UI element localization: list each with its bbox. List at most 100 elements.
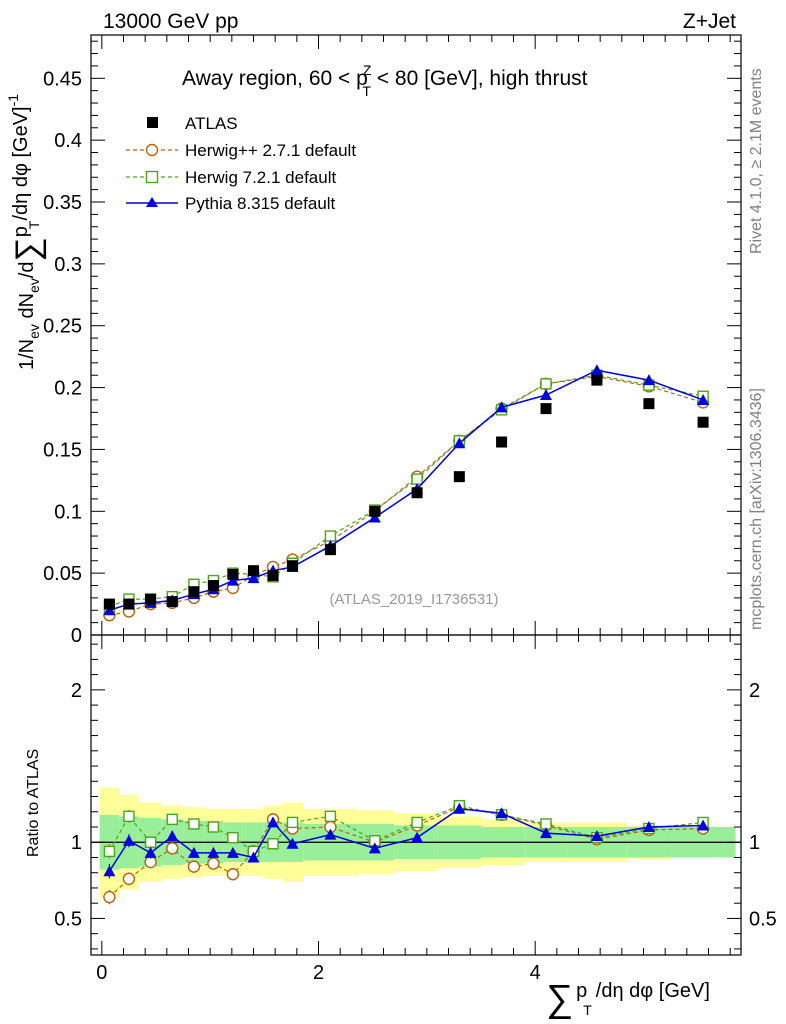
y-tick-label: 0.15 — [43, 439, 82, 461]
y-tick-label: 0.1 — [54, 501, 82, 523]
ratio-point-pythia — [324, 828, 337, 840]
xlabel-post: /dη dφ [GeV] — [596, 980, 710, 1002]
data-point-atlas — [227, 568, 239, 580]
xlabel-sum-symbol: ∑ — [546, 978, 573, 1020]
y-tick-label: 0.35 — [43, 192, 82, 214]
ratio-tick-label-right: 0.5 — [749, 908, 777, 930]
ylabel-part-b: dN — [16, 293, 38, 324]
y-tick-label: 0.25 — [43, 316, 82, 338]
data-point-atlas — [591, 374, 603, 386]
x-axis-title: ∑ p T/dη dφ [GeV] — [546, 978, 710, 1020]
ratio-point-herwigpp — [187, 860, 201, 873]
y-tick-label: 0.45 — [43, 68, 82, 90]
legend-marker-herwigpp — [145, 143, 159, 157]
legend-label-atlas: ATLAS — [185, 114, 238, 133]
y-tick-label: 0.4 — [54, 130, 82, 152]
ratio-point-pythia — [166, 830, 179, 842]
xlabel-p: p — [576, 980, 587, 1002]
data-point-atlas — [287, 560, 298, 572]
ratio-plot-frame — [90, 634, 742, 956]
ylabel-part-d-sub: T — [26, 220, 42, 229]
ylabel-part-a-sub: ev — [26, 324, 42, 339]
legend-label-herwig7: Herwig 7.2.1 default — [185, 168, 336, 187]
analysis-id: (ATLAS_2019_I1736531) — [329, 591, 498, 608]
data-point-pythia — [226, 574, 239, 586]
ratio-point-pythia — [368, 842, 381, 854]
ratio-point-herwig7 — [103, 845, 116, 858]
ratio-point-herwigpp — [207, 857, 220, 870]
ratio-tick-label-left: 1 — [71, 832, 82, 854]
ratio-point-pythia — [122, 834, 135, 846]
ratio-point-herwig7 — [411, 816, 423, 829]
ratio-point-pythia — [590, 830, 603, 842]
ratio-point-pythia — [286, 837, 299, 849]
data-point-atlas — [324, 544, 336, 556]
main-plot-data — [103, 364, 710, 622]
data-point-atlas — [248, 565, 259, 577]
ratio-point-pythia — [144, 846, 157, 858]
ratio-point-pythia — [642, 821, 655, 832]
x-tick-label: 4 — [530, 962, 541, 984]
y-tick-label: 0.05 — [43, 563, 82, 585]
legend-label-herwigpp: Herwig++ 2.7.1 default — [185, 141, 356, 160]
ratio-point-pythia — [207, 846, 220, 858]
ratio-point-pythia — [540, 827, 552, 839]
ratio-point-herwig7 — [324, 810, 337, 823]
ratio-point-herwigpp — [103, 890, 116, 904]
ratio-tick-label-left: 0.5 — [54, 908, 82, 930]
ylabel-part-a: 1/N — [16, 339, 38, 370]
data-point-pythia — [697, 393, 710, 405]
ratio-point-pythia — [187, 846, 200, 858]
data-point-herwig7 — [540, 378, 552, 390]
ylabel-part-c: /d — [16, 261, 38, 278]
y-tick-label: 0 — [71, 625, 82, 647]
ratio-point-herwigpp — [122, 872, 136, 886]
axes: 0 2 4 0 0.05 0.1 0.15 0.2 0.25 0.3 0.35 0.4 0.45 0.5 0… — [43, 35, 777, 984]
y-tick-label: 0.3 — [54, 254, 82, 276]
process-label: Z+Jet — [683, 10, 736, 33]
ratio-point-herwigpp — [166, 842, 179, 855]
plot-title-sup: Z — [363, 62, 372, 78]
ratio-point-herwig7 — [144, 836, 157, 848]
ratio-tick-label-right: 2 — [749, 680, 760, 702]
ylabel-sum-symbol: ∑ — [9, 237, 47, 261]
ratio-point-pythia — [697, 819, 710, 831]
legend: ATLAS Herwig++ 2.7.1 default Herwig 7.2.… — [126, 114, 356, 213]
data-point-atlas — [453, 471, 465, 483]
plot-title-pre: Away region, 60 < p — [182, 67, 368, 90]
plot-title: Away region, 60 < pZ T < 80 [GeV], high t… — [182, 62, 588, 99]
ratio-point-herwigpp — [226, 868, 240, 881]
ratio-point-pythia — [495, 807, 508, 819]
data-point-pythia — [495, 401, 508, 413]
data-point-atlas — [267, 570, 279, 582]
plot-title-sub: T — [362, 83, 371, 99]
ratio-point-herwig7 — [286, 816, 299, 829]
data-point-herwig7 — [411, 473, 423, 485]
data-point-atlas — [540, 403, 552, 415]
data-point-atlas — [697, 416, 709, 428]
ratio-tick-label-right: 1 — [749, 832, 760, 854]
ratio-point-herwig7 — [166, 813, 178, 826]
data-point-atlas — [207, 580, 219, 592]
x-tick-label: 2 — [313, 962, 324, 984]
xlabel-sub: T — [583, 1002, 592, 1018]
legend-marker-atlas — [147, 117, 158, 128]
ratio-point-pythia — [267, 816, 279, 828]
ylabel-part-e: /dη dφ [GeV] — [10, 106, 32, 220]
legend-marker-pythia — [146, 197, 158, 207]
data-point-atlas — [369, 505, 381, 517]
ratio-point-pythia — [453, 802, 466, 814]
ratio-tick-label-left: 2 — [71, 680, 82, 702]
data-point-atlas — [188, 586, 200, 598]
ratio-point-herwig7 — [267, 838, 279, 850]
collision-label: 13000 GeV pp — [103, 10, 238, 33]
ratio-point-pythia — [103, 865, 116, 877]
data-point-pythia — [103, 604, 116, 616]
data-point-pythia — [590, 364, 603, 376]
ratio-point-herwig7 — [207, 821, 220, 833]
y-axis-title: 1/Nev dNev/d∑pT/dη dφ [GeV]-1 — [5, 94, 47, 370]
data-point-atlas — [123, 598, 135, 610]
data-point-pythia — [453, 437, 466, 449]
ratio-point-pythia — [247, 851, 260, 863]
